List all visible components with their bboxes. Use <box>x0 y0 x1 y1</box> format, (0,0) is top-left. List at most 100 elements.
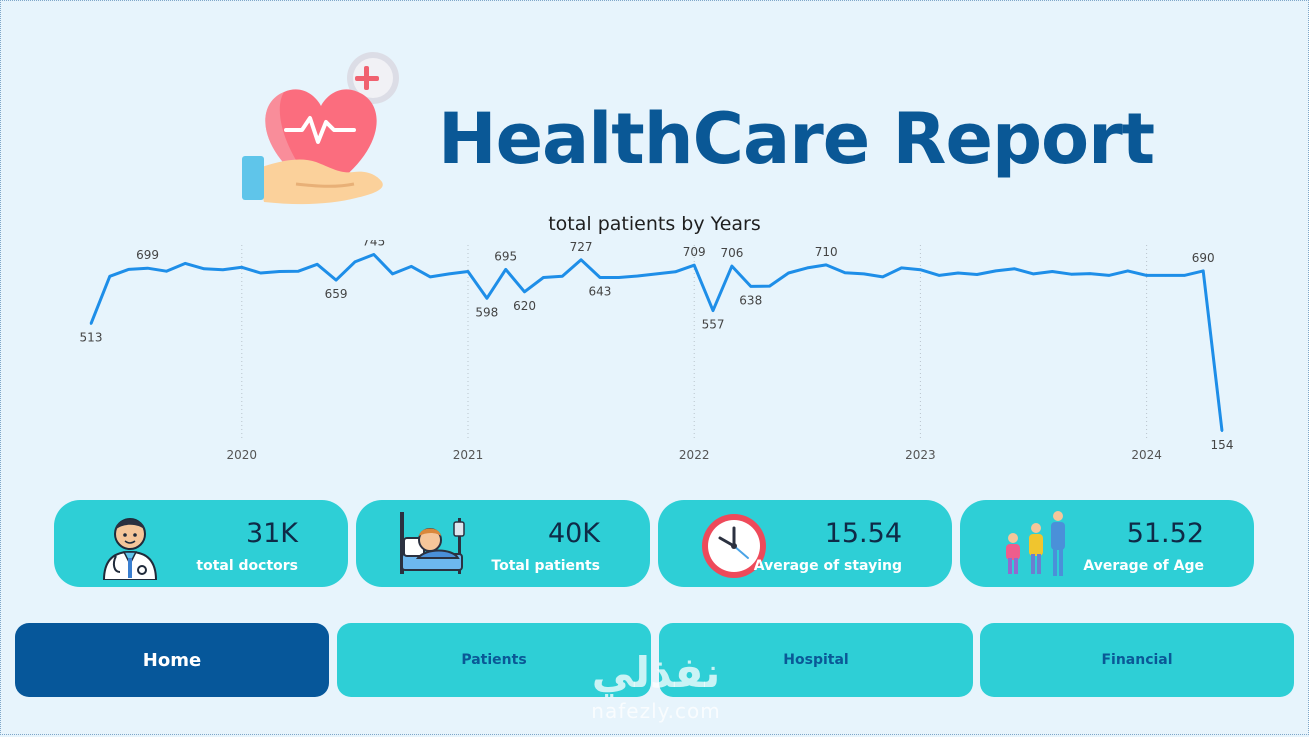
kpi-label: total doctors <box>196 558 298 574</box>
chart-title: total patients by Years <box>548 213 761 235</box>
kpi-card-staying: 15.54 Average of staying <box>658 500 952 587</box>
data-point <box>919 268 922 271</box>
patients-line-chart: 2020 2021 2022 2023 2024 513 699 659 745 598 695 62… <box>80 240 1234 462</box>
data-point <box>862 272 866 276</box>
data-point <box>447 272 451 276</box>
kpi-label: Average of staying <box>753 558 902 574</box>
data-point <box>240 266 243 269</box>
page-title: HealthCare Report <box>438 98 1155 180</box>
data-point <box>655 272 658 276</box>
data-label: 690 <box>1192 251 1215 265</box>
data-label: 598 <box>475 305 498 319</box>
data-point <box>711 309 715 312</box>
data-point <box>749 285 752 288</box>
data-label: 557 <box>702 318 725 332</box>
data-point <box>1051 270 1054 273</box>
kpi-card-doctors: 31K total doctors <box>54 500 348 587</box>
data-point <box>881 275 884 279</box>
x-tick-label: 2024 <box>1131 448 1162 462</box>
data-point <box>1013 267 1016 270</box>
kpi-card-age: 51.52 Average of Age <box>960 500 1254 587</box>
data-point <box>353 260 357 264</box>
x-tick-label: 2021 <box>453 448 484 462</box>
x-tick-label: 2023 <box>905 448 936 462</box>
nav-hospital-button[interactable]: Hospital <box>659 623 973 697</box>
heart-hand-icon <box>242 52 399 205</box>
nav-home-button[interactable]: Home <box>15 623 329 697</box>
nav-financial-button[interactable]: Financial <box>980 623 1294 697</box>
watermark: نفذلي nafezly.com <box>576 647 736 737</box>
data-point <box>89 322 93 325</box>
data-point <box>1145 274 1148 277</box>
data-point <box>165 269 168 273</box>
data-point <box>1107 274 1111 277</box>
data-point <box>1126 269 1129 273</box>
watermark-arabic: نفذلي <box>591 648 721 697</box>
data-point <box>1032 272 1035 276</box>
data-point <box>674 270 677 273</box>
data-point <box>824 263 828 267</box>
data-label: 710 <box>815 245 838 259</box>
data-point <box>259 271 262 275</box>
data-point <box>768 284 771 288</box>
data-point <box>956 271 960 275</box>
data-point <box>391 272 394 276</box>
data-point <box>693 264 696 267</box>
data-point <box>561 275 564 278</box>
data-point <box>579 258 583 262</box>
data-label: 695 <box>494 249 517 263</box>
data-point <box>1201 269 1205 273</box>
data-point <box>787 271 790 275</box>
data-point <box>297 269 300 273</box>
data-label: 513 <box>80 331 103 345</box>
data-point <box>429 275 432 279</box>
data-point <box>806 266 809 270</box>
data-point <box>504 268 507 271</box>
x-tick-label: 2020 <box>227 448 258 462</box>
data-point <box>1183 274 1186 277</box>
data-label: 709 <box>683 245 706 259</box>
data-point <box>617 276 620 279</box>
watermark-latin: nafezly.com <box>591 699 721 723</box>
data-label: 745 <box>362 240 385 248</box>
data-point <box>372 253 375 256</box>
data-point <box>466 270 470 273</box>
data-point <box>938 274 941 277</box>
kpi-value: 31K <box>245 518 298 549</box>
data-point <box>1070 272 1073 276</box>
clock-icon <box>702 514 766 578</box>
data-point <box>994 269 997 273</box>
data-point <box>598 276 602 279</box>
data-point <box>730 264 734 268</box>
data-label: 659 <box>325 287 348 301</box>
data-point <box>221 268 225 271</box>
data-point <box>410 265 413 268</box>
data-label: 154 <box>1211 438 1234 452</box>
data-point <box>1088 272 1092 275</box>
data-point <box>184 262 187 265</box>
patient-bed-icon <box>400 512 465 574</box>
data-point <box>1164 274 1167 277</box>
kpi-value: 51.52 <box>1126 518 1204 549</box>
series-line <box>89 253 1224 431</box>
family-icon <box>1006 511 1065 576</box>
data-point <box>843 271 847 274</box>
data-point <box>108 275 112 278</box>
doctor-icon <box>102 518 158 580</box>
data-point <box>278 270 281 273</box>
data-point <box>636 274 639 278</box>
kpi-label: Average of Age <box>1083 558 1204 574</box>
kpi-value: 15.54 <box>824 518 902 549</box>
data-point <box>334 278 338 282</box>
data-point <box>1220 429 1224 433</box>
kpi-card-patients: 40K Total patients <box>356 500 650 587</box>
data-point <box>523 290 526 293</box>
kpi-label: Total patients <box>491 558 600 574</box>
kpi-value: 40K <box>547 518 600 549</box>
nav-patients-button[interactable]: Patients <box>337 623 651 697</box>
data-point <box>900 266 903 270</box>
data-point <box>542 276 545 279</box>
data-label: 727 <box>570 240 593 254</box>
data-point <box>146 267 149 270</box>
data-label: 699 <box>136 248 159 262</box>
